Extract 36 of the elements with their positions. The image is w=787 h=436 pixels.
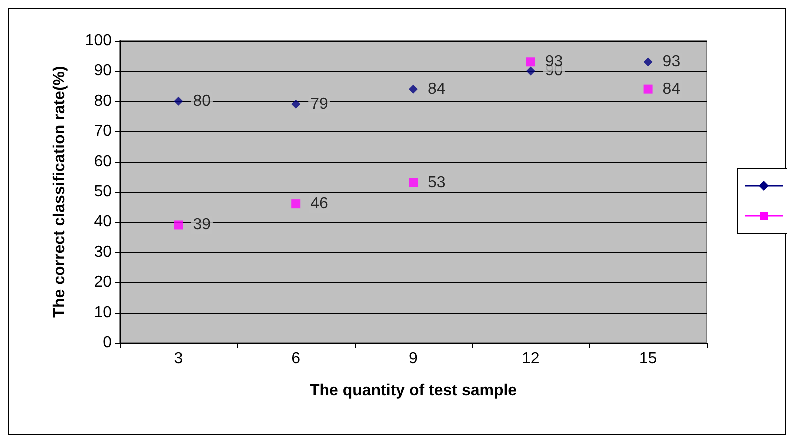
point xyxy=(292,200,301,209)
data-label: 39 xyxy=(193,216,212,234)
y-tick-label: 20 xyxy=(94,274,112,292)
y-tick-label: 70 xyxy=(94,123,112,140)
point xyxy=(174,96,184,106)
data-label: 46 xyxy=(310,196,328,213)
point xyxy=(409,84,418,94)
x-tick-label: 6 xyxy=(292,350,301,368)
y-tick-label: 30 xyxy=(94,244,112,261)
point xyxy=(644,84,653,94)
x-tick-label: 12 xyxy=(522,350,540,368)
y-tick-label: 100 xyxy=(85,32,112,50)
data-label: 84 xyxy=(428,80,446,98)
point xyxy=(174,220,184,230)
y-tick-label: 10 xyxy=(94,304,112,322)
y-tick-label: 60 xyxy=(94,153,112,170)
point xyxy=(644,58,653,67)
data-label: 84 xyxy=(662,80,681,98)
y-tick-label: 90 xyxy=(94,62,112,80)
y-axis-title: The correct classification rate(%) xyxy=(52,66,68,318)
point xyxy=(526,66,536,76)
point xyxy=(292,100,301,109)
point xyxy=(526,58,536,67)
x-axis-title: The quantity of test sample xyxy=(310,382,518,400)
point xyxy=(409,178,418,188)
y-tick-label: 0 xyxy=(103,334,112,352)
y-tick-label: 50 xyxy=(94,184,112,200)
data-label: 79 xyxy=(310,96,328,113)
x-tick-label: 3 xyxy=(174,350,184,368)
data-label: 80 xyxy=(193,92,212,110)
y-tick-label: 80 xyxy=(94,92,112,110)
x-tick-label: 9 xyxy=(409,350,418,368)
x-tick-label: 15 xyxy=(639,350,658,368)
data-label: 53 xyxy=(428,174,446,192)
y-tick-label: 40 xyxy=(94,214,112,231)
data-label: 93 xyxy=(662,54,681,71)
